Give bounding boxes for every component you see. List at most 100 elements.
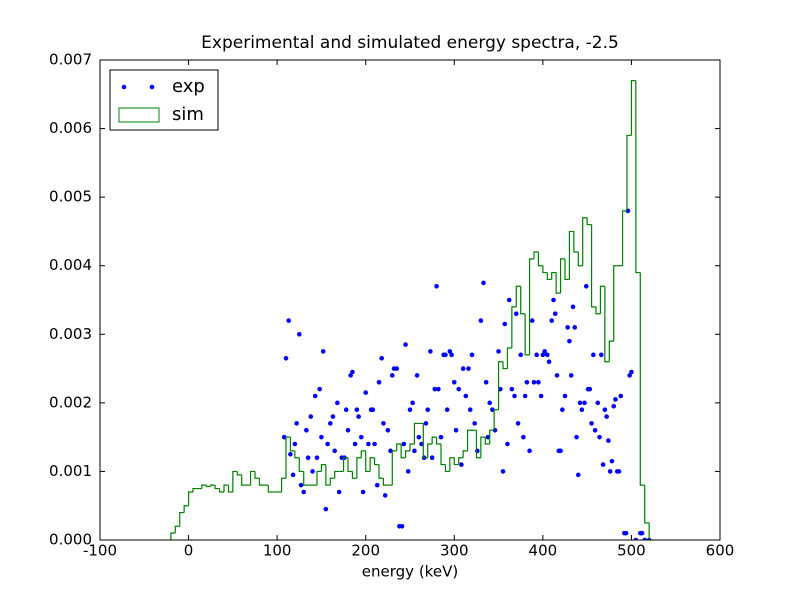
histogram-step — [635, 80, 641, 274]
histogram-step — [342, 457, 348, 472]
histogram-step — [546, 272, 552, 281]
data-point — [485, 434, 491, 440]
data-point — [536, 379, 541, 385]
y-tick-label: 0.000 — [49, 531, 92, 549]
histogram-step — [533, 251, 539, 259]
data-point — [500, 469, 506, 474]
x-tick-label: 400 — [529, 542, 558, 560]
data-point — [521, 434, 526, 440]
legend-label: sim — [172, 104, 204, 125]
histogram-step — [480, 436, 486, 458]
data-point — [407, 407, 413, 413]
histogram-step — [347, 457, 353, 473]
histogram-step — [564, 258, 570, 281]
data-point — [358, 434, 364, 440]
legend-marker — [149, 84, 155, 90]
data-point — [336, 489, 342, 495]
histogram-step — [599, 285, 605, 314]
data-point — [348, 373, 353, 378]
data-point — [562, 393, 568, 399]
data-point — [444, 407, 450, 413]
histogram-step — [626, 134, 632, 211]
data-point — [506, 297, 512, 303]
data-point — [416, 434, 422, 440]
histogram-step — [325, 464, 331, 486]
data-point — [540, 352, 546, 358]
data-point — [298, 482, 304, 488]
histogram-step — [232, 470, 238, 492]
data-point — [579, 407, 585, 413]
histogram-step — [648, 522, 654, 540]
histogram-step — [524, 313, 530, 356]
histogram-step — [497, 361, 503, 410]
data-point — [436, 386, 441, 392]
data-point — [551, 297, 556, 303]
data-point — [597, 434, 602, 440]
data-point — [639, 530, 645, 536]
data-point — [475, 448, 480, 454]
histogram-step — [316, 470, 322, 486]
x-tick-label: 0 — [184, 542, 194, 560]
y-tick-label: 0.007 — [49, 51, 92, 69]
histogram-step — [435, 437, 441, 445]
histogram-step — [258, 478, 264, 486]
data-point — [512, 393, 517, 399]
data-point — [560, 407, 565, 413]
data-point — [438, 434, 444, 440]
data-point — [343, 407, 349, 413]
data-point — [481, 280, 486, 286]
histogram-step — [329, 477, 335, 486]
data-point — [527, 448, 532, 454]
histogram-step — [205, 485, 211, 488]
data-point — [401, 441, 407, 447]
data-point — [607, 469, 613, 474]
x-tick-label: -100 — [83, 542, 117, 560]
x-axis-label: energy (keV) — [362, 563, 458, 581]
histogram-step — [440, 444, 446, 466]
data-point — [419, 441, 424, 447]
data-point — [372, 441, 377, 447]
histogram-step — [285, 436, 291, 479]
data-point — [629, 369, 634, 375]
histogram-step — [303, 471, 309, 486]
data-point — [529, 318, 535, 323]
histogram-step — [356, 457, 362, 479]
x-tick-label: 200 — [351, 542, 380, 560]
data-point — [286, 318, 291, 323]
histogram-step — [391, 450, 397, 486]
data-point — [314, 455, 320, 461]
data-point — [283, 355, 289, 361]
data-point — [425, 407, 431, 413]
histogram-step — [427, 443, 433, 458]
data-point — [335, 400, 340, 406]
data-point — [469, 352, 475, 358]
data-point — [412, 448, 417, 454]
data-point — [423, 421, 429, 426]
histogram-step — [365, 450, 371, 473]
data-point — [592, 427, 598, 433]
histogram-step — [320, 463, 326, 472]
histogram-step — [484, 437, 490, 445]
legend: exp sim — [109, 69, 219, 131]
data-point — [356, 414, 361, 419]
histogram-step — [227, 485, 233, 493]
data-point — [554, 373, 560, 378]
data-point — [447, 349, 453, 354]
histogram-step — [267, 485, 273, 493]
data-point — [478, 318, 484, 323]
data-point — [312, 393, 318, 399]
data-point — [308, 414, 314, 419]
histogram-step — [223, 484, 229, 492]
data-point — [352, 441, 358, 447]
histogram-step — [444, 464, 450, 473]
data-point — [496, 349, 501, 354]
data-point — [296, 331, 302, 337]
histogram-step — [604, 286, 610, 363]
data-point — [599, 352, 604, 358]
histogram-step — [334, 470, 340, 479]
data-point — [570, 304, 576, 310]
data-point — [320, 349, 326, 354]
data-point — [600, 462, 606, 467]
histogram-step — [511, 306, 517, 348]
y-tick-label: 0.002 — [49, 393, 92, 411]
